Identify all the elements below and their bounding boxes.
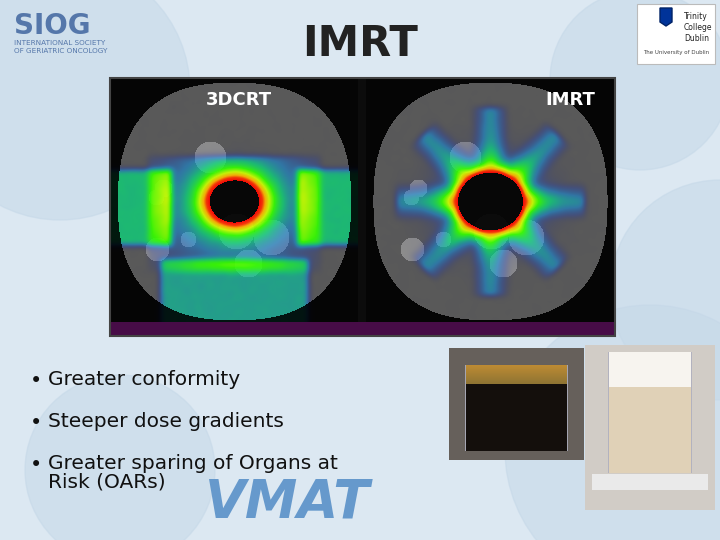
- Text: •: •: [30, 455, 42, 475]
- Text: VMAT: VMAT: [205, 477, 371, 529]
- Bar: [110, 78, 615, 336]
- Text: SIOG: SIOG: [14, 12, 91, 40]
- Circle shape: [505, 305, 720, 540]
- Circle shape: [550, 0, 720, 170]
- Text: Steeper dose gradients: Steeper dose gradients: [48, 412, 284, 431]
- Text: 3DCRT: 3DCRT: [206, 91, 272, 109]
- Text: •: •: [30, 371, 42, 391]
- Text: •: •: [30, 413, 42, 433]
- FancyBboxPatch shape: [637, 4, 715, 64]
- Text: Trinity
College
Dublin: Trinity College Dublin: [684, 12, 713, 43]
- Text: Greater sparing of Organs at: Greater sparing of Organs at: [48, 454, 338, 473]
- Text: INTERNATIONAL SOCIETY
OF GERIATRIC ONCOLOGY: INTERNATIONAL SOCIETY OF GERIATRIC ONCOL…: [14, 40, 107, 54]
- Text: Risk (OARs): Risk (OARs): [48, 473, 166, 492]
- Text: IMRT: IMRT: [545, 91, 595, 109]
- Circle shape: [610, 180, 720, 400]
- Text: Greater conformity: Greater conformity: [48, 370, 240, 389]
- Circle shape: [0, 0, 190, 220]
- Text: IMRT: IMRT: [302, 23, 418, 65]
- Polygon shape: [660, 8, 672, 26]
- Text: The University of Dublin: The University of Dublin: [643, 50, 709, 55]
- Circle shape: [25, 375, 215, 540]
